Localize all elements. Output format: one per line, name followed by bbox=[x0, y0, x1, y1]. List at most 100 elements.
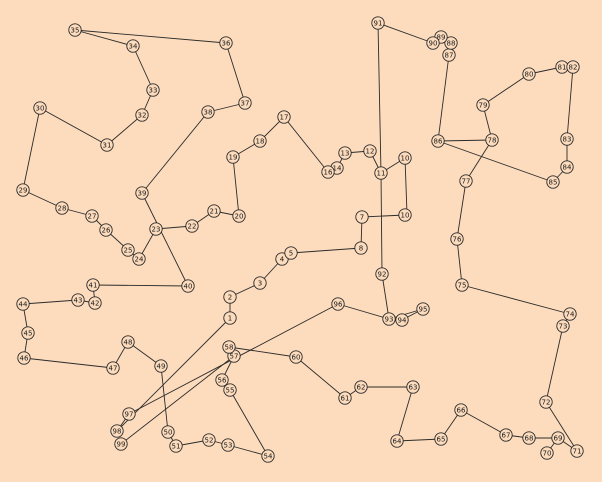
puzzle-dot[interactable]: 40 bbox=[181, 279, 195, 293]
connector-line bbox=[437, 139, 493, 142]
puzzle-dot[interactable]: 72 bbox=[539, 395, 553, 409]
puzzle-dot[interactable]: 99 bbox=[114, 437, 128, 451]
puzzle-dot[interactable]: 47 bbox=[106, 361, 120, 375]
puzzle-dot[interactable]: 23 bbox=[149, 222, 163, 236]
puzzle-dot[interactable]: 97 bbox=[122, 407, 136, 421]
puzzle-dot[interactable]: 69 bbox=[551, 431, 565, 445]
puzzle-dot[interactable]: 66 bbox=[454, 403, 468, 417]
puzzle-dot[interactable]: 82 bbox=[566, 60, 580, 74]
puzzle-dot[interactable]: 7 bbox=[355, 210, 369, 224]
puzzle-dot[interactable]: 17 bbox=[277, 110, 291, 124]
puzzle-dot[interactable]: 61 bbox=[338, 391, 352, 405]
puzzle-dot[interactable]: 94 bbox=[395, 313, 409, 327]
puzzle-dot[interactable]: 65 bbox=[434, 432, 448, 446]
puzzle-dot[interactable]: 13 bbox=[338, 146, 352, 160]
puzzle-dot[interactable]: 30 bbox=[33, 101, 47, 115]
puzzle-dot[interactable]: 77 bbox=[459, 174, 473, 188]
puzzle-dot[interactable]: 2 bbox=[223, 290, 237, 304]
puzzle-dot[interactable]: 46 bbox=[17, 351, 31, 365]
dot-number: 41 bbox=[89, 282, 98, 290]
puzzle-dot[interactable]: 44 bbox=[16, 297, 30, 311]
puzzle-dot[interactable]: 32 bbox=[135, 108, 149, 122]
puzzle-dot[interactable]: 1 bbox=[223, 311, 237, 325]
puzzle-dot[interactable]: 8 bbox=[354, 241, 368, 255]
puzzle-dot[interactable]: 83 bbox=[560, 132, 574, 146]
puzzle-dot[interactable]: 92 bbox=[375, 267, 389, 281]
puzzle-dot[interactable]: 21 bbox=[207, 204, 221, 218]
dot-number: 27 bbox=[88, 213, 97, 221]
puzzle-dot[interactable]: 35 bbox=[68, 23, 82, 37]
puzzle-dot[interactable]: 41 bbox=[86, 278, 100, 292]
puzzle-dot[interactable]: 70 bbox=[540, 446, 554, 460]
puzzle-dot[interactable]: 34 bbox=[126, 39, 140, 53]
puzzle-dot[interactable]: 33 bbox=[146, 83, 160, 97]
puzzle-dot[interactable]: 67 bbox=[499, 428, 513, 442]
puzzle-dot[interactable]: 84 bbox=[560, 160, 574, 174]
puzzle-dot[interactable]: 12 bbox=[363, 144, 377, 158]
puzzle-dot[interactable]: 18 bbox=[253, 134, 267, 148]
puzzle-dot[interactable]: 95 bbox=[416, 302, 430, 316]
puzzle-dot[interactable]: 96 bbox=[331, 297, 345, 311]
puzzle-dot[interactable]: 51 bbox=[169, 439, 183, 453]
puzzle-dot[interactable]: 91 bbox=[371, 16, 385, 30]
puzzle-dot[interactable]: 45 bbox=[21, 326, 35, 340]
puzzle-dot[interactable]: 60 bbox=[289, 350, 303, 364]
puzzle-dot[interactable]: 73 bbox=[556, 319, 570, 333]
puzzle-dot[interactable]: 49 bbox=[154, 359, 168, 373]
puzzle-dot[interactable]: 52 bbox=[202, 433, 216, 447]
puzzle-dot[interactable]: 16 bbox=[321, 165, 335, 179]
puzzle-dot[interactable]: 71 bbox=[570, 444, 584, 458]
puzzle-dot[interactable]: 78 bbox=[485, 133, 499, 147]
puzzle-dot[interactable]: 39 bbox=[135, 186, 149, 200]
puzzle-dot[interactable]: 3 bbox=[253, 276, 267, 290]
dot-number: 51 bbox=[172, 443, 181, 451]
connector-line bbox=[232, 156, 240, 217]
puzzle-dot[interactable]: 25 bbox=[121, 243, 135, 257]
dot-circle bbox=[540, 446, 554, 460]
puzzle-dot[interactable]: 53 bbox=[221, 438, 235, 452]
puzzle-dot[interactable]: 50 bbox=[161, 425, 175, 439]
puzzle-dot[interactable]: 26 bbox=[99, 223, 113, 237]
puzzle-dot[interactable]: 63 bbox=[406, 380, 420, 394]
puzzle-dot[interactable]: 54 bbox=[261, 449, 275, 463]
puzzle-dot[interactable]: 11 bbox=[374, 166, 388, 180]
puzzle-dot[interactable]: 86 bbox=[431, 134, 445, 148]
dot-number: 83 bbox=[563, 136, 572, 144]
puzzle-dot[interactable]: 36 bbox=[219, 36, 233, 50]
puzzle-dot[interactable]: 19 bbox=[226, 150, 240, 164]
puzzle-dot[interactable]: 10 bbox=[398, 208, 412, 222]
puzzle-dot[interactable]: 22 bbox=[185, 219, 199, 233]
puzzle-dot[interactable]: 80 bbox=[522, 67, 536, 81]
puzzle-dot[interactable]: 20 bbox=[232, 209, 246, 223]
puzzle-dot[interactable]: 55 bbox=[223, 383, 237, 397]
puzzle-dot[interactable]: 81 bbox=[555, 60, 569, 74]
puzzle-dot[interactable]: 62 bbox=[354, 380, 368, 394]
puzzle-dot[interactable]: 27 bbox=[85, 209, 99, 223]
puzzle-dot[interactable]: 58 bbox=[222, 340, 236, 354]
puzzle-dot[interactable]: 5 bbox=[284, 246, 298, 260]
puzzle-dot[interactable]: 88 bbox=[444, 36, 458, 50]
dot-number: 89 bbox=[437, 34, 446, 42]
puzzle-dot[interactable]: 48 bbox=[121, 335, 135, 349]
puzzle-dot[interactable]: 56 bbox=[215, 373, 229, 387]
puzzle-dot[interactable]: 10 bbox=[398, 151, 412, 165]
puzzle-dot[interactable]: 68 bbox=[522, 431, 536, 445]
puzzle-dot[interactable]: 74 bbox=[563, 307, 577, 321]
puzzle-dot[interactable]: 79 bbox=[476, 98, 490, 112]
puzzle-dot[interactable]: 87 bbox=[442, 48, 456, 62]
puzzle-dot[interactable]: 37 bbox=[238, 96, 252, 110]
puzzle-dot[interactable]: 42 bbox=[88, 296, 102, 310]
puzzle-dot[interactable]: 29 bbox=[16, 183, 30, 197]
puzzle-dot[interactable]: 85 bbox=[546, 175, 560, 189]
puzzle-dot[interactable]: 31 bbox=[100, 138, 114, 152]
puzzle-dot[interactable]: 93 bbox=[382, 312, 396, 326]
puzzle-dot[interactable]: 38 bbox=[201, 105, 215, 119]
puzzle-dot[interactable]: 24 bbox=[132, 252, 146, 266]
puzzle-dot[interactable]: 75 bbox=[455, 278, 469, 292]
puzzle-dot[interactable]: 28 bbox=[55, 201, 69, 215]
puzzle-dot[interactable]: 76 bbox=[450, 232, 464, 246]
puzzle-dot[interactable]: 43 bbox=[71, 293, 85, 307]
puzzle-dot[interactable]: 90 bbox=[426, 36, 440, 50]
puzzle-dot[interactable]: 64 bbox=[390, 434, 404, 448]
puzzle-dot[interactable]: 98 bbox=[110, 424, 124, 438]
